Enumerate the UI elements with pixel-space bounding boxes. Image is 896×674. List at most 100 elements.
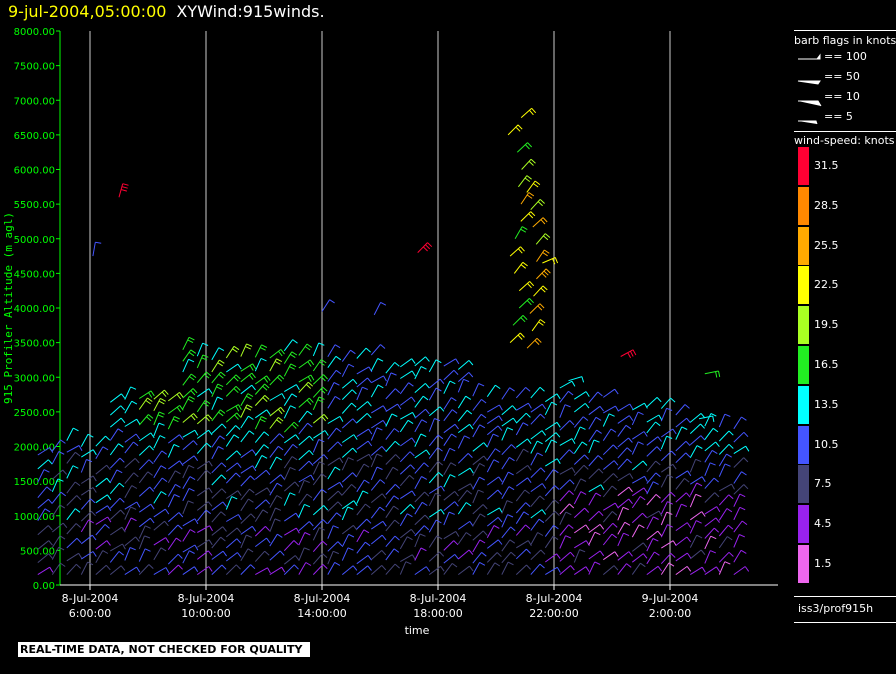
wind-barb: [718, 453, 732, 467]
wind-barb: [138, 535, 151, 550]
wind-barb: [226, 490, 242, 500]
wind-barb: [443, 358, 460, 367]
wind-barb: [342, 500, 358, 510]
wind-barb: [486, 517, 503, 527]
x-tick-time: 14:00:00: [297, 607, 346, 620]
wind-barb: [400, 411, 416, 420]
wind-barb: [530, 403, 547, 413]
wind-barb: [588, 391, 603, 404]
wind-barb: [182, 373, 197, 386]
wind-barb: [385, 548, 400, 561]
wind-barb: [617, 521, 631, 535]
wind-barb: [472, 513, 486, 527]
wind-barb: [124, 400, 138, 414]
wind-barb: [733, 457, 749, 468]
speed-legend-title: wind-speed: knots: [794, 134, 895, 147]
wind-barb: [718, 430, 734, 442]
wind-barb: [718, 413, 731, 428]
wind-barb: [80, 433, 94, 447]
wind-barb: [110, 526, 126, 536]
wind-barb: [487, 476, 503, 486]
wind-barb: [225, 564, 241, 575]
speed-scale-item: 10.5: [794, 425, 896, 466]
wind-barb: [646, 421, 661, 434]
wind-barb: [704, 441, 720, 452]
barb-legend-item: == 100: [794, 47, 896, 67]
wind-barb: [588, 429, 602, 442]
wind-barb: [573, 464, 589, 476]
wind-barb: [417, 242, 433, 253]
wind-barb: [312, 553, 328, 565]
wind-barb: [545, 458, 561, 467]
wind-barb: [516, 402, 532, 411]
wind-barb: [283, 339, 298, 352]
wind-barb: [298, 422, 313, 435]
wind-barb: [429, 485, 445, 494]
wind-barb: [646, 414, 663, 423]
wind-barb: [255, 567, 271, 576]
wind-barb: [675, 536, 691, 546]
wind-barb: [675, 470, 692, 479]
wind-barb: [588, 455, 603, 467]
wind-barb: [167, 392, 184, 402]
wind-barb: [443, 433, 457, 446]
speed-swatch: [798, 425, 809, 464]
wind-barb: [356, 428, 373, 438]
wind-barb: [501, 539, 516, 552]
wind-barb: [588, 523, 605, 534]
wind-barb: [457, 490, 473, 502]
barb-legend-label: == 10: [824, 90, 860, 103]
wind-barb: [443, 397, 457, 410]
wind-barb: [356, 541, 371, 554]
wind-barb: [283, 481, 300, 492]
wind-barb: [269, 433, 285, 445]
wind-barb: [690, 511, 706, 521]
wind-barb: [80, 498, 96, 510]
wind-barb: [472, 530, 488, 541]
wind-barb: [80, 511, 96, 522]
wind-barb: [603, 388, 619, 398]
wind-barb: [718, 536, 733, 549]
wind-barb: [356, 377, 372, 388]
wind-barb: [254, 444, 270, 456]
wind-barb: [617, 458, 632, 470]
wind-barb: [124, 566, 141, 576]
wind-barb: [602, 533, 618, 546]
wind-barb: [226, 514, 242, 522]
wind-barb: [196, 550, 213, 560]
wind-barb: [240, 465, 257, 474]
wind-barb: [80, 459, 93, 473]
wind-barb: [704, 370, 721, 378]
speed-label: 10.5: [814, 437, 839, 451]
wind-barb: [486, 425, 503, 436]
header-subtitle: XYWind:915winds.: [176, 2, 325, 21]
wind-barb: [341, 525, 358, 535]
wind-barb: [588, 405, 604, 416]
wind-barb: [501, 471, 514, 485]
wind-barb: [240, 404, 253, 418]
wind-barb: [457, 372, 474, 382]
wind-barb: [312, 461, 325, 475]
wind-barb: [124, 506, 137, 520]
wind-barb: [486, 433, 499, 448]
speed-scale-item: 7.5: [794, 465, 896, 505]
wind-barb: [428, 387, 442, 401]
wind-barb: [414, 395, 429, 408]
wind-barb: [472, 399, 487, 411]
wind-barb: [356, 565, 372, 575]
wind-barb: [501, 444, 517, 456]
y-tick-label: 4500.00: [14, 269, 55, 280]
wind-barb: [501, 417, 518, 427]
wind-barb: [80, 561, 94, 575]
wind-barb: [51, 451, 65, 465]
wind-barb: [371, 375, 387, 384]
wind-barb: [675, 492, 691, 503]
wind-barb: [574, 566, 590, 576]
wind-barb: [211, 511, 226, 523]
wind-barb: [646, 436, 662, 446]
wind-barb: [269, 417, 284, 429]
wind-barb: [512, 315, 528, 326]
wind-barb: [501, 456, 515, 470]
wind-barb: [66, 451, 81, 464]
wind-barb: [298, 435, 314, 446]
